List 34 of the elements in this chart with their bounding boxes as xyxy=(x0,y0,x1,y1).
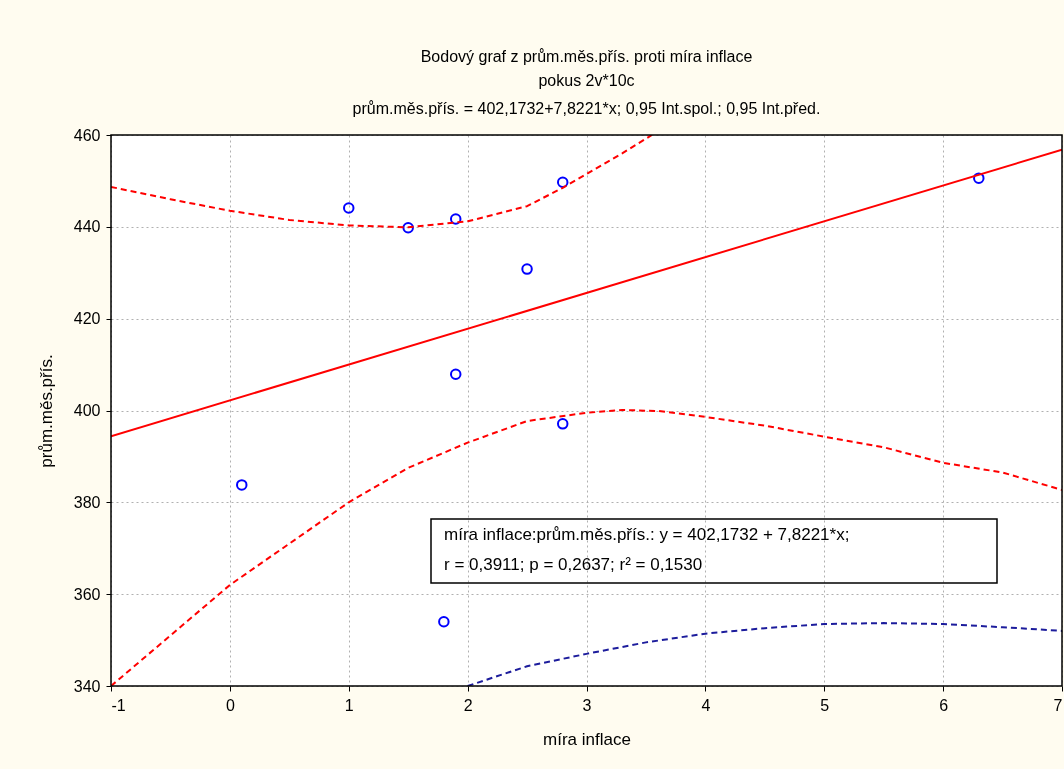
annotation: r = 0,3911; p = 0,2637; r² = 0,1530 xyxy=(444,555,703,574)
x-tick-label: 3 xyxy=(582,696,592,714)
point xyxy=(343,202,355,214)
x-tick-label: 2 xyxy=(463,696,473,714)
x-tick-label: 6 xyxy=(939,696,949,714)
point xyxy=(236,479,248,491)
point xyxy=(449,368,462,380)
x-axis-title: míra inflace xyxy=(543,729,631,749)
chart-subtitle: pokus 2v*10c xyxy=(538,72,635,89)
point xyxy=(556,176,569,189)
point xyxy=(521,263,533,275)
y-tick-label: 360 xyxy=(73,585,101,603)
y-tick-label: 460 xyxy=(73,126,101,144)
point xyxy=(449,213,462,225)
x-tick-label: 4 xyxy=(701,696,711,714)
line-series xyxy=(111,135,653,229)
x-tick-label: 1 xyxy=(344,696,354,714)
x-tick-label: 7 xyxy=(1053,696,1063,714)
y-axis-title: prům.měs.přís. xyxy=(36,354,56,468)
y-tick-label: 400 xyxy=(73,402,101,419)
x-tick-label: 5 xyxy=(820,696,830,714)
x-tick-label: 0 xyxy=(225,696,235,714)
y-tick-label: 420 xyxy=(73,310,101,328)
annotation: míra inflace:prům.měs.přís.: y = 402,1732 + 7,8221*x; xyxy=(444,525,850,544)
chart-title: Bodový graf z prům.měs.přís. proti míra inflace xyxy=(420,48,753,65)
point xyxy=(556,418,569,430)
y-tick-label: 340 xyxy=(73,677,101,695)
y-tick-label: 440 xyxy=(73,218,101,236)
y-tick-label: 380 xyxy=(73,493,101,511)
point xyxy=(438,615,450,628)
point xyxy=(402,222,414,234)
point xyxy=(973,172,985,184)
text: prům.měs.přís. = 402,1732+7,8221*x; 0,95 Int.spol.; 0,95 Int.před. xyxy=(352,100,821,117)
x-tick-label: -1 xyxy=(111,696,126,714)
